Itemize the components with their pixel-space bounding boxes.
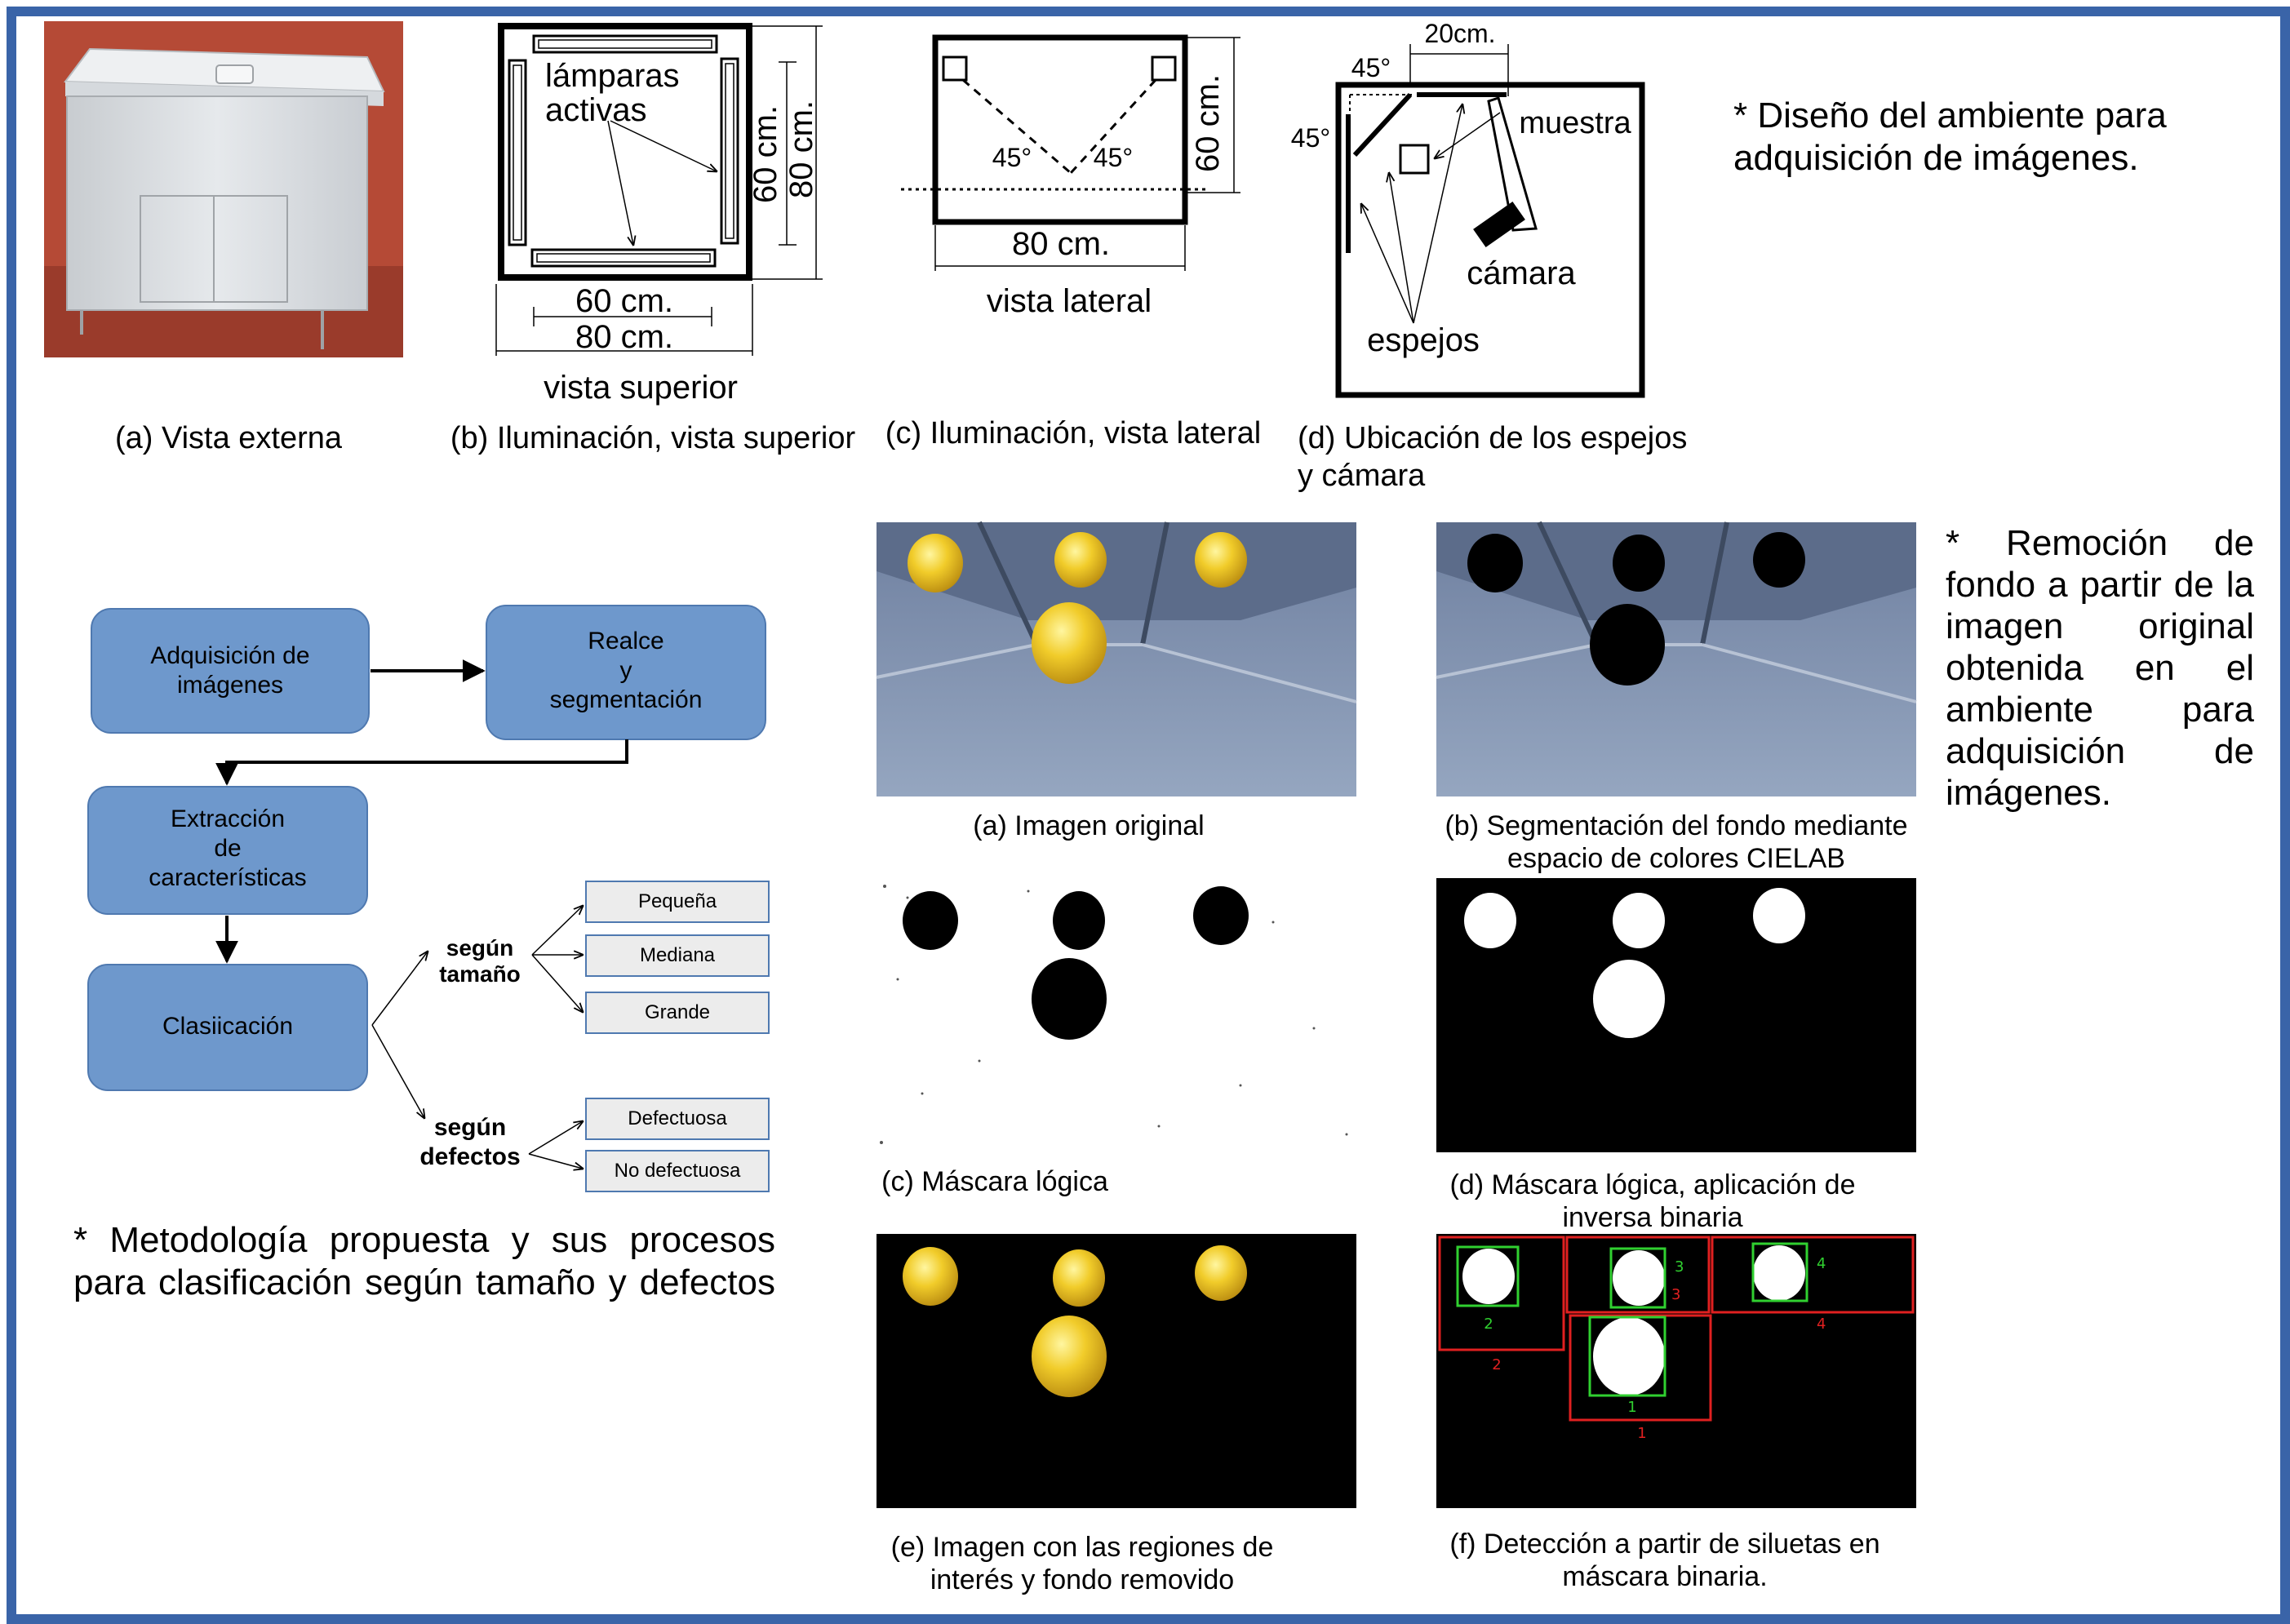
class-option-medium: Mediana (639, 944, 716, 966)
dim-b-outer-h: 80 cm. (575, 319, 674, 355)
label-camera: cámara (1467, 255, 1576, 291)
dim-c-v: 60 cm. (1190, 73, 1226, 173)
flow-box-extraction: Extracción de características (149, 805, 307, 891)
dim-d-top: 20cm. (1424, 19, 1496, 48)
photo-external-view (44, 21, 403, 357)
caption-top-a: (a) Vista externa (114, 421, 343, 455)
note-background-removal: * Remoción de fondo a partir de la image… (1946, 523, 2254, 813)
angle-d-top: 45° (1351, 53, 1391, 82)
label-lamps: lámparas activas (545, 58, 680, 128)
caption-image-f: (f) Detección a partir de siluetas en má… (1449, 1529, 1880, 1592)
view-label-top: vista superior (544, 370, 738, 406)
diagram-side-view (901, 34, 1240, 271)
view-label-side: vista lateral (986, 283, 1152, 319)
detection-box-outer-3 (1565, 1236, 1711, 1314)
angle-c-right: 45° (1093, 143, 1134, 172)
caption-top-d: (d) Ubicación de los espejos y cámara (1298, 421, 1688, 493)
class-option-small: Pequeña (637, 890, 717, 912)
flow-box-enhance: Realce y segmentación (549, 628, 703, 713)
detection-box-outer-4 (1711, 1236, 1915, 1314)
detection-label-inner-3: 3 (1675, 1258, 1684, 1276)
flow-box-classification: Clasiicación (162, 1013, 294, 1040)
dim-c-h: 80 cm. (1011, 226, 1111, 262)
flow-box-acquisition: Adquisición de imágenes (150, 642, 310, 699)
note-environment-design: * Diseño del ambiente para adquisición d… (1733, 95, 2167, 178)
detection-box-inner-1 (1588, 1316, 1666, 1397)
caption-top-b: (b) Iluminación, vista superior (450, 421, 856, 455)
detection-box-inner-2 (1456, 1245, 1520, 1307)
image-original (876, 521, 1357, 796)
image-inverted-mask (1436, 878, 1916, 1152)
angle-d-left: 45° (1290, 123, 1331, 153)
flowchart (87, 605, 770, 1192)
detection-label-outer-1: 1 (1637, 1425, 1646, 1442)
label-mirrors: espejos (1367, 322, 1480, 358)
detection-label-outer-2: 2 (1492, 1356, 1501, 1373)
dim-b-outer-v: 80 cm. (783, 100, 819, 199)
detection-label-outer-4: 4 (1817, 1316, 1826, 1333)
dim-b-inner-h: 60 cm. (575, 283, 674, 319)
angle-c-left: 45° (992, 143, 1032, 172)
class-option-non-defective: No defectuosa (614, 1160, 741, 1182)
caption-image-c: (c) Máscara lógica (881, 1166, 1108, 1197)
image-silhouette-detection: 2 2 3 3 4 4 1 1 (1436, 1234, 1916, 1508)
detection-box-inner-3 (1609, 1247, 1666, 1309)
detection-label-inner-4: 4 (1817, 1255, 1826, 1272)
dim-b-inner-v: 60 cm. (748, 104, 783, 204)
caption-image-d: (d) Máscara lógica, aplicación de invers… (1449, 1169, 1856, 1233)
detection-label-inner-1: 1 (1627, 1399, 1636, 1416)
caption-image-e: (e) Imagen con las regiones de interés y… (890, 1532, 1274, 1595)
image-regions-of-interest (877, 1234, 1356, 1508)
label-sample: muestra (1519, 106, 1631, 140)
caption-image-b: (b) Segmentación del fondo mediante espa… (1445, 810, 1908, 874)
detection-label-inner-2: 2 (1484, 1316, 1493, 1333)
note-methodology: * Metodología propuesta y sus procesos p… (73, 1220, 775, 1302)
branch-label-defects: según defectos (419, 1114, 521, 1170)
detection-box-inner-4 (1751, 1242, 1808, 1302)
detection-box-outer-1 (1569, 1314, 1712, 1422)
branch-label-size: según tamaño (439, 935, 521, 987)
class-option-defective: Defectuosa (628, 1107, 727, 1129)
image-background-segmentation (1436, 521, 1917, 796)
diagram-mirrors-camera (1335, 44, 1645, 398)
diagram-top-view (495, 23, 823, 356)
image-logical-mask (877, 878, 1356, 1152)
detection-box-outer-2 (1438, 1236, 1565, 1351)
caption-image-a: (a) Imagen original (973, 810, 1205, 841)
caption-top-c: (c) Iluminación, vista lateral (885, 416, 1262, 450)
class-option-large: Grande (644, 1001, 711, 1023)
detection-label-outer-3: 3 (1671, 1286, 1680, 1303)
